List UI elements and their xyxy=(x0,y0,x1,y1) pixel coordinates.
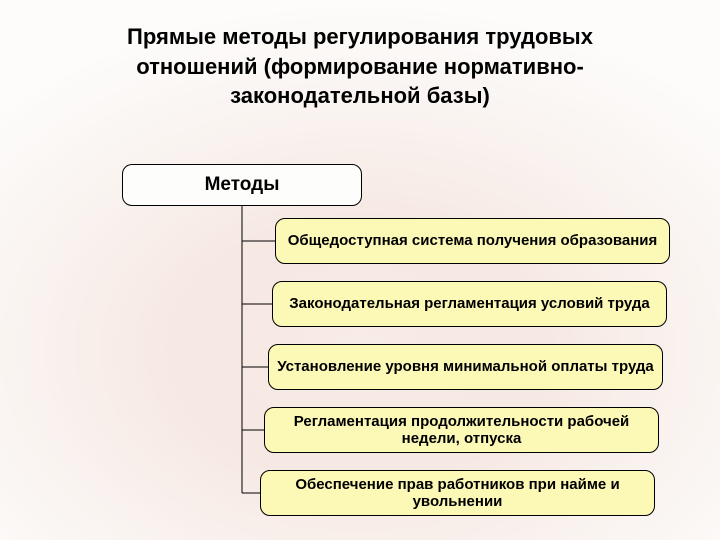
title-line-3: законодательной базы) xyxy=(230,83,490,108)
child-node-2: Установление уровня минимальной оплаты т… xyxy=(268,344,663,390)
title-line-2: отношений (формирование нормативно- xyxy=(136,54,584,79)
child-node-3: Регламентация продолжительности рабочей … xyxy=(264,407,659,453)
title-line-1: Прямые методы регулирования трудовых xyxy=(127,24,593,49)
child-node-4: Обеспечение прав работников при найме и … xyxy=(260,470,655,516)
child-node-1: Законодательная регламентация условий тр… xyxy=(272,281,667,327)
child-node-label-2: Установление уровня минимальной оплаты т… xyxy=(277,358,654,375)
root-node-label: Методы xyxy=(205,174,280,196)
child-node-label-3: Регламентация продолжительности рабочей … xyxy=(273,413,650,448)
child-node-0: Общедоступная система получения образова… xyxy=(275,218,670,264)
child-node-label-1: Законодательная регламентация условий тр… xyxy=(289,295,649,312)
child-node-label-4: Обеспечение прав работников при найме и … xyxy=(269,476,646,511)
child-node-label-0: Общедоступная система получения образова… xyxy=(288,232,658,249)
root-node: Методы xyxy=(122,164,362,206)
diagram-title: Прямые методы регулирования трудовых отн… xyxy=(0,22,720,111)
